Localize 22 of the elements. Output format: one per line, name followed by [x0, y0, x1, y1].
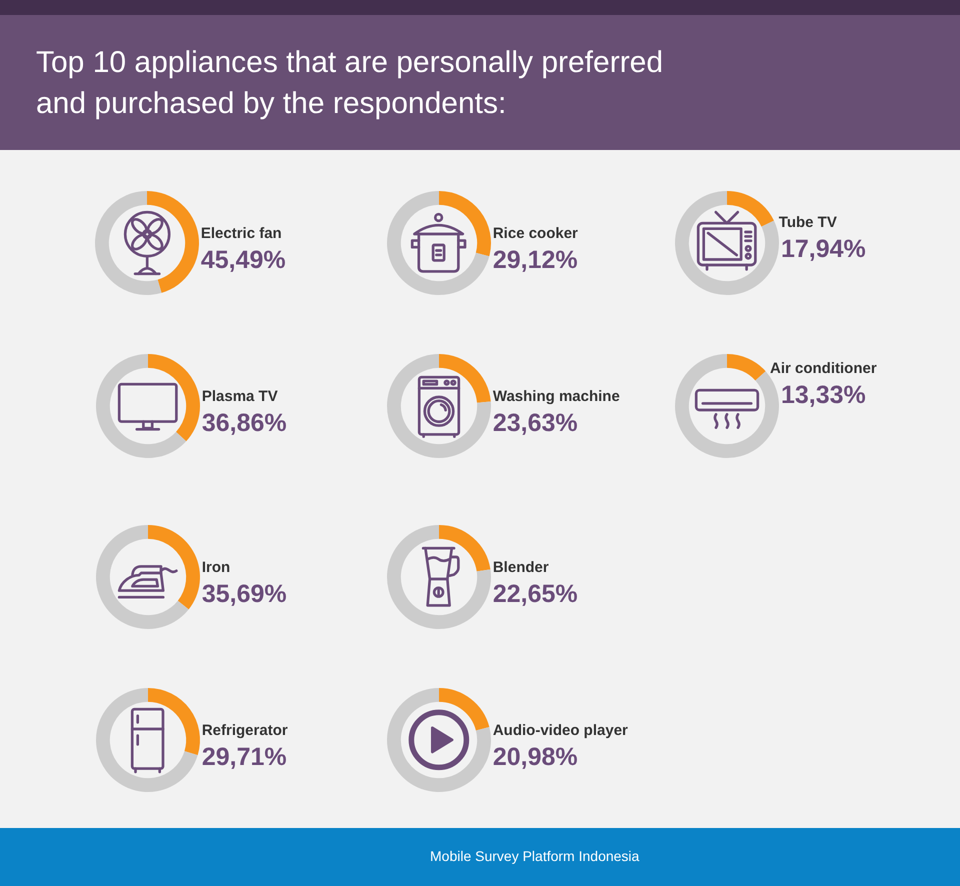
- slice-label: Plasma TV: [202, 388, 278, 405]
- data-label: 35,69%: [202, 580, 287, 608]
- data-label: 29,12%: [492, 246, 578, 274]
- data-label: 45,49%: [200, 246, 286, 274]
- text: Mobile Survey Platform Indonesia: [430, 847, 640, 865]
- slice-label: Refrigerator: [202, 722, 288, 739]
- slice-label: Electric fan: [200, 225, 282, 242]
- slice-label: Blender: [492, 559, 549, 576]
- data-label: 36,86%: [202, 409, 287, 437]
- data-label: 13,33%: [780, 381, 866, 409]
- slice-label: Iron: [202, 559, 230, 576]
- slice-label: Audio-video player: [492, 722, 628, 739]
- text: Top 10 appliances that are personally preferred and purchased by the respondents:: [36, 45, 664, 122]
- data-label: 17,94%: [781, 235, 866, 263]
- slice-label: Rice cooker: [492, 225, 578, 242]
- slice-label: Tube TV: [778, 214, 837, 231]
- slice-label: Washing machine: [492, 388, 620, 405]
- data-label: 29,71%: [202, 743, 287, 771]
- data-label: 22,65%: [492, 580, 578, 608]
- data-label: 20,98%: [492, 743, 578, 771]
- data-label: 23,63%: [492, 409, 578, 437]
- slice-label: Air conditioner: [770, 360, 877, 377]
